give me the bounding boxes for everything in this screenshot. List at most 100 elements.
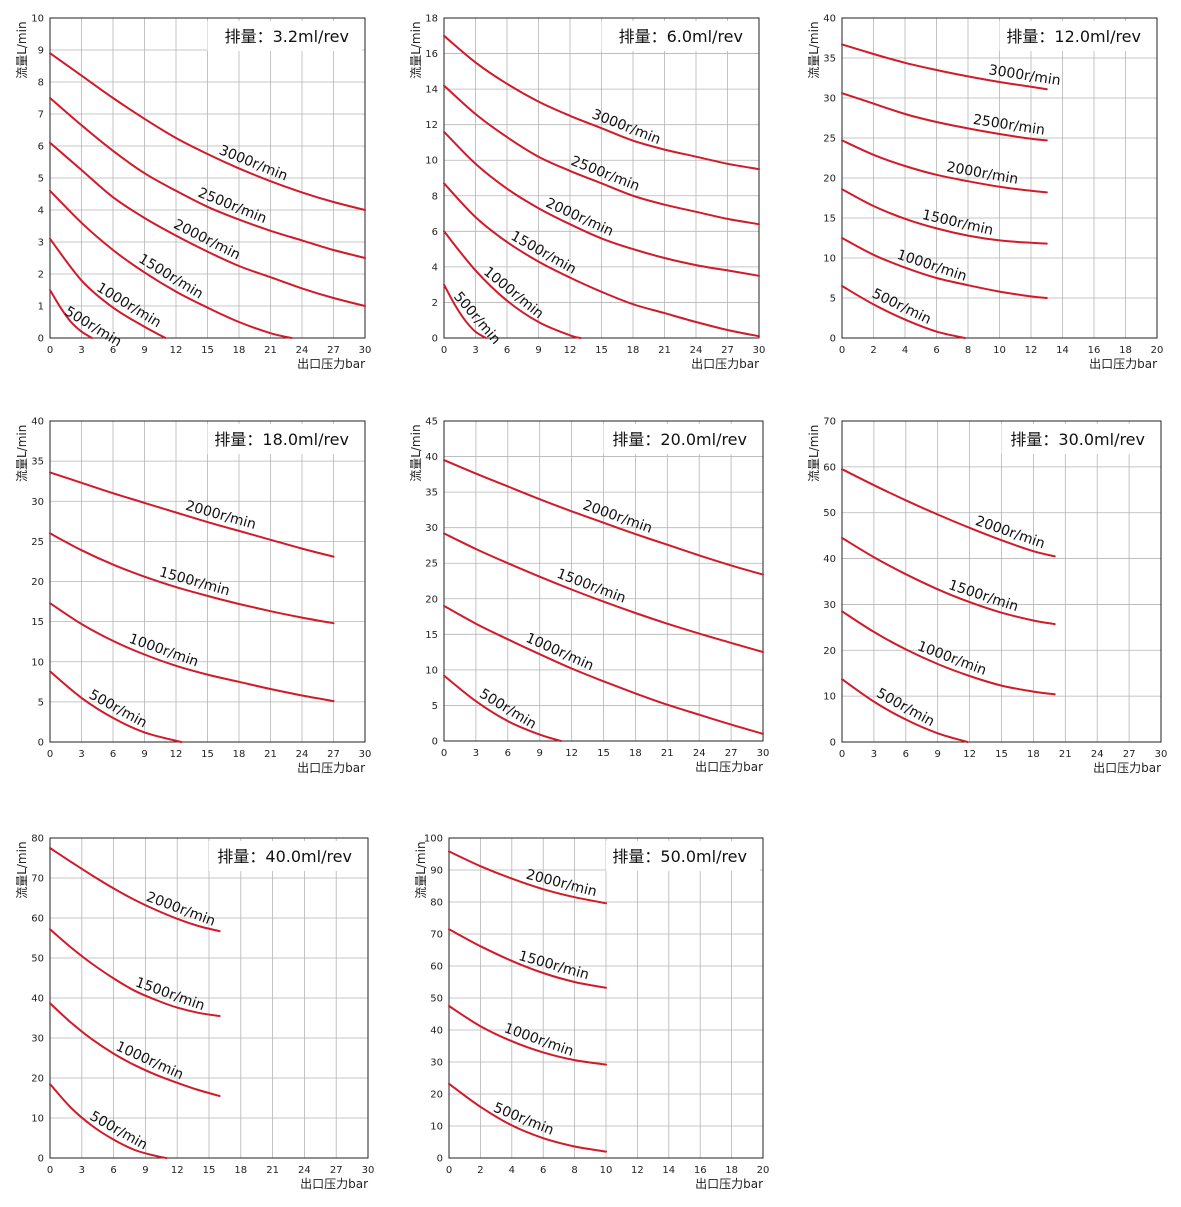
x-tick-label: 6 bbox=[933, 345, 939, 356]
y-tick-label: 60 bbox=[430, 962, 443, 973]
chart-svg: 排量：30.0ml/rev 0 3 6 9 12 15 18 21 24 27 30 0 10 20 30 40… bbox=[807, 417, 1167, 776]
series-line-1500r-min bbox=[841, 536, 1056, 626]
series-label: 1500r/min bbox=[136, 251, 206, 302]
x-tick-label: 12 bbox=[171, 1165, 184, 1176]
x-tick-label: 0 bbox=[47, 749, 53, 760]
x-tick-label: 0 bbox=[446, 1165, 452, 1176]
y-axis-label: 流量L/min bbox=[15, 21, 29, 78]
x-tick-label: 30 bbox=[753, 345, 766, 356]
x-tick-label: 18 bbox=[234, 1165, 247, 1176]
x-tick-label: 2 bbox=[870, 345, 876, 356]
x-tick-label: 0 bbox=[839, 749, 845, 760]
y-tick-label: 10 bbox=[425, 156, 438, 167]
series-label: 1000r/min bbox=[895, 247, 969, 285]
x-tick-label: 14 bbox=[1056, 345, 1069, 356]
y-tick-label: 90 bbox=[430, 866, 443, 877]
series-line-500r-min bbox=[443, 283, 487, 339]
series-line-2500r-min bbox=[443, 84, 760, 226]
x-tick-label: 6 bbox=[110, 749, 116, 760]
y-tick-label: 14 bbox=[425, 85, 438, 96]
x-tick-label: 12 bbox=[565, 748, 578, 759]
series-line-1500r-min bbox=[443, 532, 764, 654]
x-tick-label: 30 bbox=[362, 1165, 375, 1176]
y-tick-label: 0 bbox=[38, 1154, 44, 1165]
y-tick-label: 30 bbox=[430, 1058, 443, 1069]
x-tick-label: 12 bbox=[170, 345, 183, 356]
y-axis-label: 流量L/min bbox=[15, 425, 29, 482]
x-tick-label: 3 bbox=[79, 1165, 85, 1176]
y-tick-label: 2 bbox=[38, 270, 44, 281]
x-tick-label: 27 bbox=[327, 345, 340, 356]
y-tick-label: 20 bbox=[430, 1090, 443, 1101]
chart-title: 排量：30.0ml/rev bbox=[1010, 430, 1145, 449]
y-tick-label: 10 bbox=[31, 657, 44, 668]
x-tick-label: 0 bbox=[839, 345, 845, 356]
x-tick-label: 21 bbox=[658, 345, 671, 356]
x-tick-label: 6 bbox=[540, 1165, 546, 1176]
series-label: 1500r/min bbox=[946, 577, 1020, 615]
x-axis-label: 出口压力bar bbox=[1093, 761, 1161, 775]
series-line-2000r-min bbox=[841, 468, 1056, 558]
y-tick-label: 60 bbox=[31, 914, 44, 925]
y-tick-label: 10 bbox=[31, 1114, 44, 1125]
y-tick-label: 50 bbox=[823, 508, 836, 519]
series-line-1500r-min bbox=[443, 182, 760, 338]
x-tick-label: 6 bbox=[504, 345, 510, 356]
x-tick-label: 18 bbox=[629, 748, 642, 759]
x-axis-label: 出口压力bar bbox=[297, 357, 365, 371]
x-tick-label: 0 bbox=[47, 1165, 53, 1176]
x-tick-label: 6 bbox=[110, 1165, 116, 1176]
series-label: 2000r/min bbox=[171, 217, 243, 264]
y-tick-label: 1 bbox=[38, 302, 44, 313]
y-tick-label: 70 bbox=[430, 930, 443, 941]
y-tick-label: 5 bbox=[830, 294, 836, 305]
plot-frame bbox=[49, 420, 366, 743]
x-tick-label: 24 bbox=[1091, 749, 1104, 760]
series-line-1000r-min bbox=[49, 602, 335, 703]
chart-panel-1: 排量：3.2ml/rev 0 3 6 9 12 15 18 21 24 27 30 0 1 2 3 4 5 6 7 8 9… bbox=[15, 14, 371, 372]
x-tick-label: 21 bbox=[661, 748, 674, 759]
series-label: 1500r/min bbox=[508, 228, 579, 278]
x-tick-label: 6 bbox=[903, 749, 909, 760]
y-tick-label: 8 bbox=[38, 78, 44, 89]
x-tick-label: 27 bbox=[721, 345, 734, 356]
x-tick-label: 18 bbox=[725, 1165, 738, 1176]
x-tick-label: 24 bbox=[296, 749, 309, 760]
y-tick-label: 4 bbox=[432, 262, 438, 273]
x-tick-label: 0 bbox=[441, 748, 447, 759]
chart-panel-6: 排量：30.0ml/rev 0 3 6 9 12 15 18 21 24 27 30 0 10 20 30 40… bbox=[807, 417, 1167, 776]
title-background bbox=[606, 841, 760, 871]
x-tick-label: 0 bbox=[441, 345, 447, 356]
series-label: 1500r/min bbox=[157, 564, 231, 599]
y-tick-label: 25 bbox=[823, 134, 836, 145]
series-line-3000r-min bbox=[841, 43, 1048, 91]
x-tick-label: 30 bbox=[757, 748, 770, 759]
y-tick-label: 40 bbox=[823, 14, 836, 25]
x-tick-label: 8 bbox=[571, 1165, 577, 1176]
series-label: 500r/min bbox=[62, 303, 125, 350]
x-tick-label: 12 bbox=[1025, 345, 1038, 356]
series-line-1000r-min bbox=[443, 604, 764, 735]
x-tick-label: 3 bbox=[472, 345, 478, 356]
chart-panel-3: 排量：12.0ml/rev 0 2 4 6 8 10 12 14 16 18 20 0 5 10 15 20 25… bbox=[807, 14, 1163, 372]
chart-panel-8: 排量：50.0ml/rev 0 2 4 6 8 10 12 14 16 18 20 0 10 20 30 40 5… bbox=[414, 834, 769, 1192]
series-line-3000r-min bbox=[443, 34, 760, 171]
y-tick-label: 8 bbox=[432, 191, 438, 202]
y-tick-label: 20 bbox=[425, 594, 438, 605]
series-line-500r-min bbox=[49, 289, 93, 339]
x-tick-label: 6 bbox=[505, 748, 511, 759]
x-tick-label: 9 bbox=[535, 345, 541, 356]
chart-title: 排量：40.0ml/rev bbox=[217, 847, 352, 866]
x-tick-label: 12 bbox=[963, 749, 976, 760]
y-tick-label: 10 bbox=[823, 692, 836, 703]
x-axis-label: 出口压力bar bbox=[297, 761, 365, 775]
x-tick-label: 8 bbox=[965, 345, 971, 356]
y-tick-label: 2 bbox=[432, 298, 438, 309]
series-line-1000r-min bbox=[49, 237, 167, 339]
x-tick-label: 18 bbox=[627, 345, 640, 356]
y-axis-label: 流量L/min bbox=[807, 21, 821, 78]
series-line-500r-min bbox=[443, 674, 562, 742]
series-label: 500r/min bbox=[86, 687, 149, 732]
